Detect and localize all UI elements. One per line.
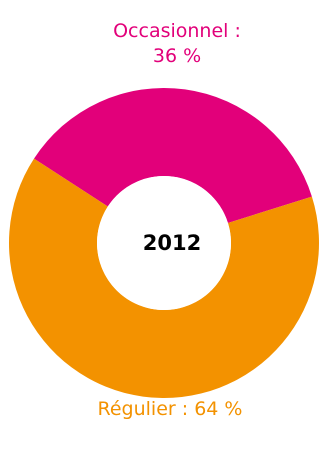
slice-occasionnel: [34, 88, 312, 223]
center-year-label: 2012: [142, 231, 202, 255]
occasionnel-label-line2: 36 %: [152, 45, 202, 67]
regulier-label: Régulier : 64 %: [97, 398, 243, 420]
donut-hole: [97, 176, 231, 310]
slice-rgulier: [8, 158, 320, 398]
occasionnel-label-line1: Occasionnel :: [113, 20, 241, 42]
occasionnel-label: Occasionnel : 36 %: [62, 19, 292, 69]
